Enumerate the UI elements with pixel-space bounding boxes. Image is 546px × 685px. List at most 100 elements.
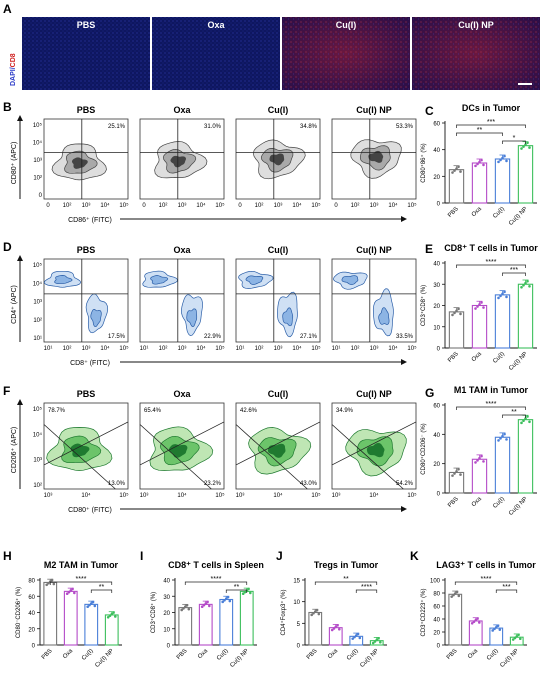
sig-label-k-1: **** bbox=[481, 576, 492, 583]
flow-xtick-d-1-4: 10⁵ bbox=[119, 345, 129, 352]
sig-bracket-g-1 bbox=[456, 406, 526, 410]
data-point-j-4-5 bbox=[379, 640, 382, 644]
data-point-e-1-3 bbox=[455, 309, 458, 313]
chart-ylabel-j: CD4⁺Foxp3⁺ (%) bbox=[280, 589, 287, 635]
data-point-k-4-2 bbox=[513, 636, 517, 640]
data-point-h-2-3 bbox=[69, 589, 73, 592]
contour-lower-in-d-1 bbox=[90, 309, 102, 327]
flow-xtick-d-3-4: 10⁵ bbox=[311, 345, 321, 352]
flow-xtick-b-1-2: 10³ bbox=[82, 203, 91, 209]
flow-xtick-b-1-4: 10⁵ bbox=[119, 202, 129, 209]
x-tick-label-h-3: Cu(I) bbox=[81, 648, 95, 662]
y-tick-label-i-4: 40 bbox=[163, 579, 170, 585]
stain-label: DAPI/CD8 bbox=[10, 53, 17, 86]
data-point-g-1-3 bbox=[455, 470, 458, 473]
data-point-k-4-4 bbox=[517, 633, 520, 637]
sig-bracket-i-2 bbox=[225, 589, 248, 593]
data-point-g-3-3 bbox=[501, 434, 504, 438]
data-point-h-3-5 bbox=[93, 604, 97, 608]
flow-xarrow-head-f bbox=[401, 506, 407, 512]
flow-xtick-d-2-0: 10¹ bbox=[140, 346, 149, 352]
data-point-c-4-3 bbox=[524, 143, 527, 147]
y-tick-label-j-2: 10 bbox=[293, 600, 300, 606]
flow-xtick-d-3-2: 10³ bbox=[274, 346, 283, 352]
sig-label-k-2: *** bbox=[502, 584, 510, 591]
flow-xtick-d-4-3: 10⁴ bbox=[388, 345, 398, 352]
flow-xtick-d-1-0: 10¹ bbox=[44, 346, 53, 352]
data-point-j-2-2 bbox=[332, 627, 336, 630]
data-point-g-4-1 bbox=[520, 421, 523, 425]
sig-label-j-1: ** bbox=[343, 576, 349, 583]
flow-xarrow-head-b bbox=[401, 216, 407, 222]
data-point-j-3-3 bbox=[354, 634, 358, 637]
contour-inner-d-1 bbox=[54, 275, 73, 284]
flow-ytick-d-4: 10¹ bbox=[33, 336, 42, 342]
x-tick-label-h-2: Oxa bbox=[62, 648, 74, 660]
flow-xtick-b-1-0: 0 bbox=[46, 203, 50, 209]
contour-lower-in-d-3 bbox=[282, 307, 294, 327]
data-point-i-1-1 bbox=[180, 608, 183, 612]
data-point-e-3-2 bbox=[499, 294, 502, 298]
bar-i-2 bbox=[198, 603, 213, 646]
x-tick-label-k-1: PBS bbox=[446, 648, 459, 661]
y-tick-label-g-2: 40 bbox=[433, 433, 440, 439]
sig-bracket-j-1 bbox=[314, 581, 378, 585]
flow-ytick-b-2: 10³ bbox=[33, 158, 42, 164]
nuclei-texture-4 bbox=[412, 17, 540, 90]
data-point-j-4-2 bbox=[373, 640, 377, 643]
panel-label-g: G bbox=[425, 386, 434, 400]
flow-xtick-d-3-1: 10² bbox=[255, 346, 264, 352]
data-point-j-2-1 bbox=[330, 628, 334, 632]
flow-xtick-f-4-0: 10³ bbox=[332, 493, 341, 499]
data-point-k-1-4 bbox=[455, 590, 459, 594]
data-point-h-1-4 bbox=[50, 578, 54, 582]
flow-ylabel-f: CD206⁺ (APC) bbox=[11, 427, 18, 473]
data-point-i-2-2 bbox=[202, 603, 206, 607]
data-point-j-4-4 bbox=[377, 637, 380, 640]
flow-group-label-f-2: Oxa bbox=[173, 389, 191, 399]
x-tick-label-j-3: Cu(I) bbox=[346, 648, 360, 662]
panel-label-c: C bbox=[425, 104, 434, 118]
data-point-h-3-2 bbox=[88, 603, 91, 607]
data-point-i-3-3 bbox=[224, 597, 228, 601]
gate-percent-top-3: 42.6% bbox=[240, 408, 258, 414]
data-point-j-1-5 bbox=[317, 612, 321, 616]
gate-percent-top-2: 65.4% bbox=[144, 408, 162, 414]
x-tick-label-h-1: PBS bbox=[41, 648, 54, 661]
gate-percent-top-1: 78.7% bbox=[48, 408, 66, 414]
data-point-k-1-1 bbox=[450, 595, 453, 598]
data-point-e-3-1 bbox=[497, 296, 500, 300]
bar-k-2 bbox=[468, 620, 483, 646]
data-point-h-3-3 bbox=[89, 602, 93, 605]
panel-label-i: I bbox=[140, 549, 143, 563]
data-point-e-1-4 bbox=[457, 307, 460, 311]
flow-xtick-b-3-1: 10² bbox=[255, 203, 264, 209]
data-point-j-1-2 bbox=[312, 611, 315, 615]
data-point-e-4-5 bbox=[528, 284, 531, 288]
sig-bracket-e-2 bbox=[502, 272, 526, 276]
data-point-h-4-1 bbox=[106, 615, 110, 619]
chart-title-c: DCs in Tumor bbox=[462, 103, 521, 113]
data-point-i-4-4 bbox=[247, 587, 250, 591]
data-point-j-4-3 bbox=[375, 638, 379, 642]
gate-percent-bottom-2: 23.2% bbox=[204, 481, 222, 487]
data-point-e-3-3 bbox=[501, 292, 504, 296]
data-point-i-4-2 bbox=[243, 590, 247, 594]
sig-bracket-h-2 bbox=[90, 589, 113, 593]
flow-ytick-b-3: 10² bbox=[33, 176, 42, 182]
data-point-k-4-5 bbox=[519, 637, 522, 641]
flow-yarrow-head-f bbox=[17, 399, 23, 405]
data-point-j-3-5 bbox=[358, 636, 362, 640]
flow-xtick-b-1-3: 10⁴ bbox=[100, 202, 110, 209]
y-tick-label-e-1: 10 bbox=[433, 325, 440, 331]
data-point-g-1-2 bbox=[453, 472, 456, 475]
y-tick-label-g-3: 60 bbox=[433, 404, 440, 410]
gate-line-f-a-3 bbox=[235, 421, 321, 466]
data-point-g-4-2 bbox=[522, 419, 525, 423]
y-tick-label-c-2: 40 bbox=[433, 148, 440, 154]
data-point-h-3-4 bbox=[91, 600, 95, 604]
flow-xtick-b-3-4: 10⁵ bbox=[311, 202, 321, 209]
gate-percent-d-4: 33.5% bbox=[396, 334, 414, 340]
sig-bracket-i-1 bbox=[184, 581, 248, 585]
